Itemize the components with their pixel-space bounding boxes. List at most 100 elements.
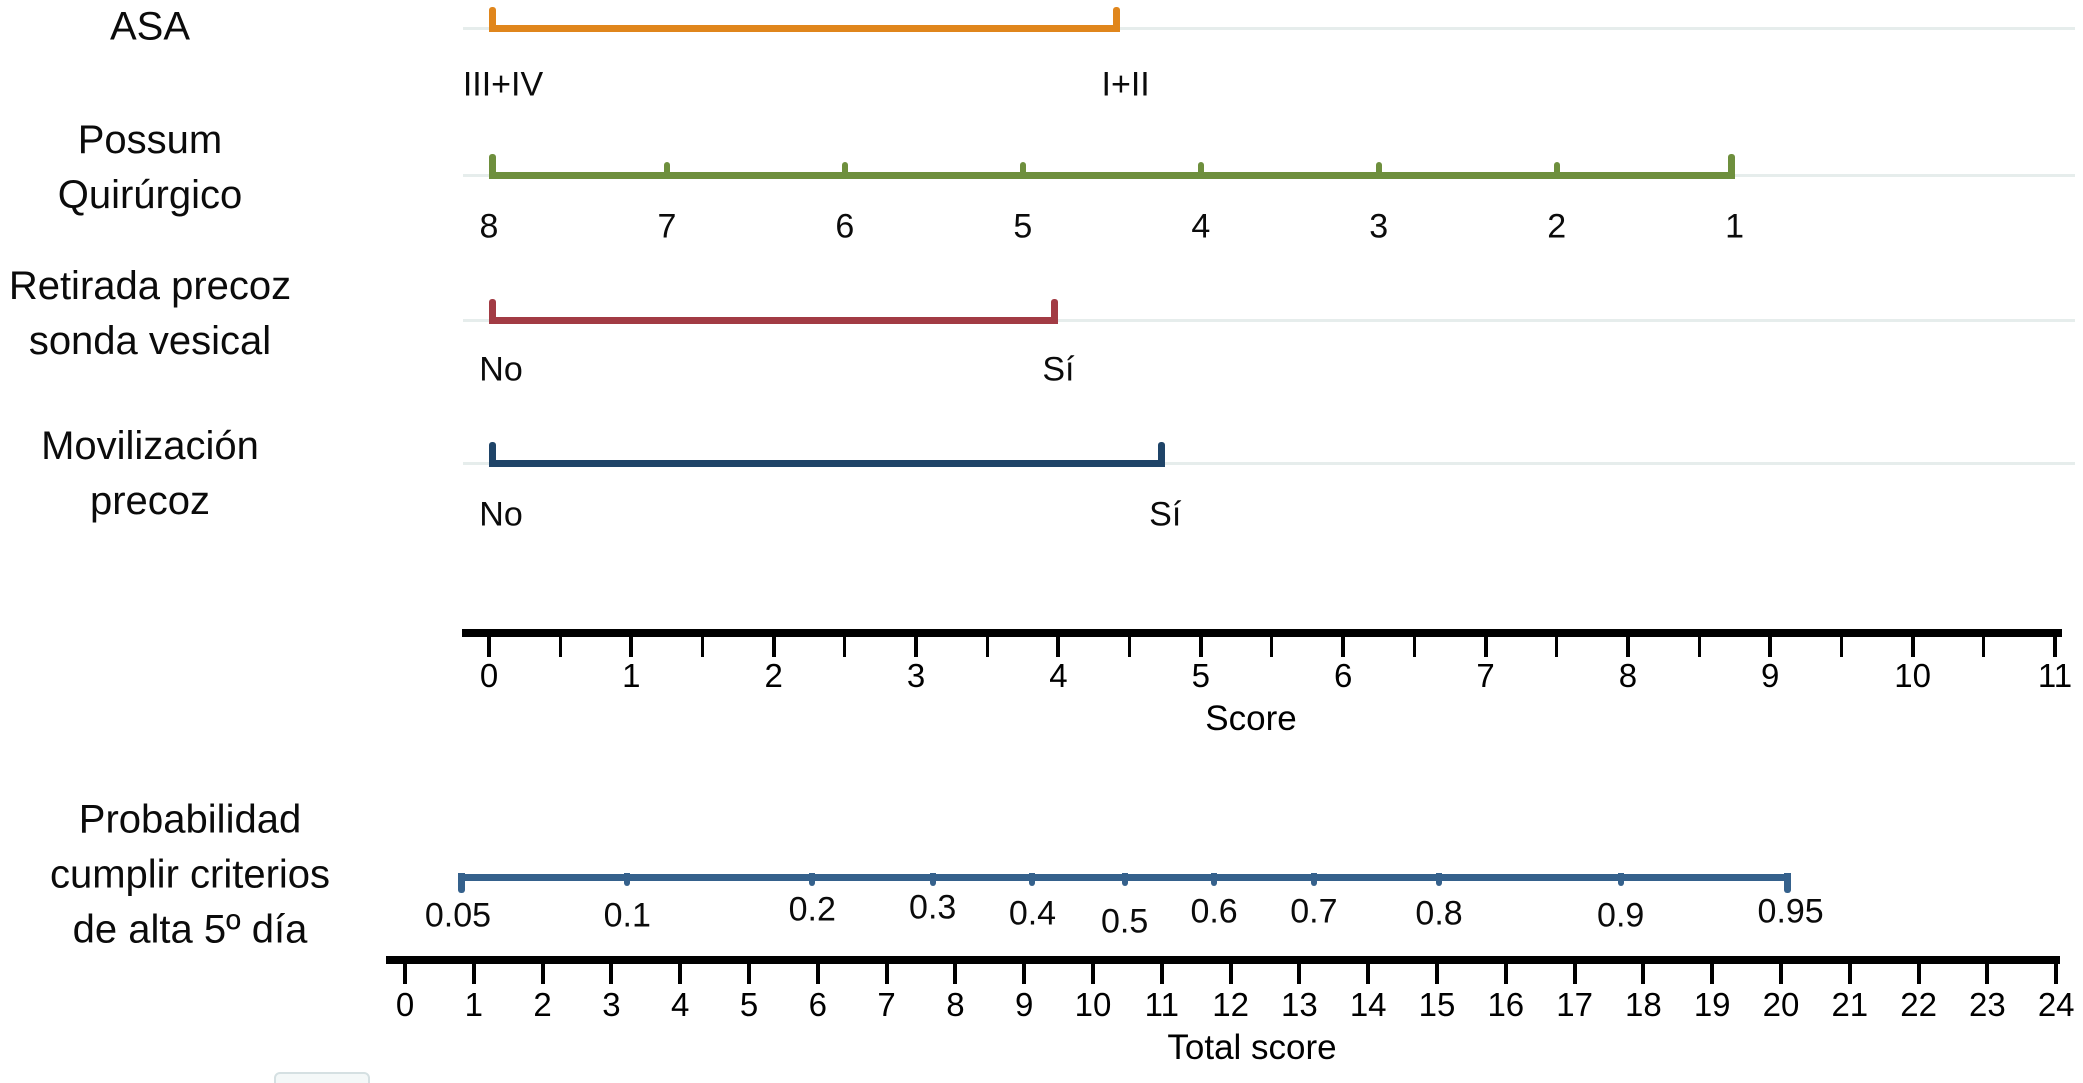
row-tick bbox=[489, 154, 496, 179]
total-axis-tick-label: 10 bbox=[1074, 986, 1112, 1023]
score-axis-tick bbox=[487, 635, 491, 657]
total-axis-tick-label: 11 bbox=[1144, 986, 1179, 1023]
score-axis-tick bbox=[1341, 635, 1346, 657]
total-axis-tick bbox=[540, 962, 545, 984]
row-value-label: 8 bbox=[479, 207, 499, 246]
score-axis-tick-label: 0 bbox=[479, 657, 499, 694]
row-label-line: Quirúrgico bbox=[57, 173, 243, 217]
score-axis-tick-label: 4 bbox=[1049, 657, 1068, 694]
total-axis-tick-label: 18 bbox=[1625, 986, 1662, 1023]
partial-element-bottom-left bbox=[274, 1072, 370, 1083]
total-axis-tick bbox=[747, 962, 751, 984]
score-axis-tick bbox=[1697, 635, 1701, 657]
row-value-label: 0.8 bbox=[1415, 894, 1463, 933]
row-label-line: Probabilidad bbox=[78, 797, 302, 842]
total-axis-tick bbox=[609, 962, 614, 984]
row-baseline-movilizacion bbox=[463, 462, 2075, 465]
row-tick bbox=[1310, 873, 1317, 886]
total-axis-tick-label: 21 bbox=[1831, 986, 1869, 1023]
total-axis-tick-label: 16 bbox=[1487, 986, 1525, 1023]
row-value-label: 0.95 bbox=[1757, 892, 1824, 931]
total-axis-tick bbox=[1847, 962, 1852, 984]
total-axis-tick bbox=[1572, 962, 1577, 984]
score-axis-line bbox=[462, 629, 2062, 637]
row-value-label: 0.05 bbox=[424, 896, 492, 935]
total-axis-tick-label: 22 bbox=[1900, 986, 1937, 1023]
row-tick bbox=[489, 442, 496, 467]
row-tick bbox=[1211, 873, 1218, 886]
row-label-possum: Possum Quirúrgico bbox=[58, 113, 243, 223]
row-value-label: 0.5 bbox=[1101, 902, 1149, 941]
score-axis-tick bbox=[1555, 635, 1559, 657]
row-label-retirada: Retirada precoz sonda vesical bbox=[9, 259, 291, 369]
total-axis-tick bbox=[1710, 962, 1715, 984]
score-axis-tick-label: 1 bbox=[622, 657, 641, 694]
score-axis-tick bbox=[1270, 635, 1274, 657]
total-axis-tick-label: 15 bbox=[1418, 986, 1456, 1023]
score-axis-tick bbox=[1625, 635, 1630, 657]
score-axis-tick bbox=[843, 635, 847, 657]
row-tick bbox=[841, 162, 848, 179]
row-tick bbox=[1121, 873, 1128, 886]
row-tick bbox=[1727, 154, 1735, 179]
total-axis-tick-label: 12 bbox=[1212, 986, 1249, 1023]
score-axis-tick-label: 2 bbox=[764, 657, 783, 694]
total-axis-tick bbox=[1297, 962, 1302, 984]
row-value-label: 6 bbox=[835, 207, 855, 246]
total-axis-tick bbox=[1228, 962, 1233, 984]
row-label-line: Movilización bbox=[41, 424, 259, 468]
score-axis-tick-label: 5 bbox=[1191, 657, 1210, 694]
row-label-asa: ASA bbox=[110, 0, 190, 55]
row-label-probabilidad: Probabilidad cumplir criterios de alta 5º … bbox=[50, 793, 330, 958]
total-axis-tick bbox=[471, 962, 476, 984]
total-axis-tick-label: 4 bbox=[671, 986, 690, 1023]
row-label-line: ASA bbox=[109, 4, 191, 49]
score-axis-title: Score bbox=[1205, 699, 1297, 738]
total-axis-tick bbox=[403, 962, 407, 984]
row-value-label: 0.2 bbox=[788, 890, 836, 929]
row-label-line: Possum bbox=[77, 118, 223, 162]
row-value-label: 0.1 bbox=[603, 896, 651, 935]
row-tick bbox=[1029, 873, 1036, 886]
row-tick bbox=[1051, 299, 1059, 324]
total-axis-tick-label: 20 bbox=[1762, 986, 1800, 1023]
total-axis-tick-label: 6 bbox=[808, 986, 827, 1023]
row-tick bbox=[809, 873, 816, 886]
score-axis-tick bbox=[1910, 635, 1915, 657]
total-axis-tick bbox=[1641, 962, 1646, 984]
row-tick bbox=[1112, 7, 1120, 32]
row-value-label: No bbox=[479, 495, 523, 534]
total-axis-tick-label: 7 bbox=[877, 986, 896, 1023]
score-axis-tick bbox=[914, 635, 919, 657]
row-tick bbox=[489, 299, 496, 324]
score-axis-tick bbox=[1412, 635, 1416, 657]
row-tick bbox=[1019, 162, 1026, 179]
row-scale-line-retirada bbox=[489, 317, 1059, 324]
score-axis-tick-label: 11 bbox=[2037, 657, 2073, 694]
total-axis-tick bbox=[1091, 962, 1095, 984]
score-axis-tick bbox=[1982, 635, 1986, 657]
total-axis-tick bbox=[1366, 962, 1371, 984]
score-axis-tick-label: 9 bbox=[1761, 657, 1780, 694]
row-tick bbox=[1158, 442, 1166, 467]
total-axis-tick-label: 2 bbox=[533, 986, 552, 1023]
total-axis-tick bbox=[953, 962, 958, 984]
row-tick bbox=[1375, 162, 1382, 179]
row-value-label: 7 bbox=[657, 207, 677, 246]
row-tick bbox=[929, 873, 936, 886]
score-axis-tick bbox=[1056, 635, 1061, 657]
score-axis-tick-label: 3 bbox=[906, 657, 926, 694]
row-scale-line-movilizacion bbox=[489, 460, 1166, 467]
row-value-label: 4 bbox=[1191, 207, 1211, 246]
row-scale-line-possum bbox=[489, 172, 1735, 179]
total-axis-tick-label: 17 bbox=[1556, 986, 1593, 1023]
total-axis-tick-label: 13 bbox=[1281, 986, 1318, 1023]
total-axis-tick-label: 23 bbox=[1969, 986, 2006, 1023]
row-label-line: cumplir criterios bbox=[49, 852, 331, 897]
row-value-label: 2 bbox=[1547, 207, 1567, 246]
row-value-label: III+IV bbox=[462, 65, 544, 104]
score-axis-tick bbox=[1128, 635, 1132, 657]
score-axis-tick bbox=[701, 635, 705, 657]
row-value-label: Sí bbox=[1149, 495, 1182, 534]
row-scale-line-asa bbox=[489, 25, 1120, 32]
